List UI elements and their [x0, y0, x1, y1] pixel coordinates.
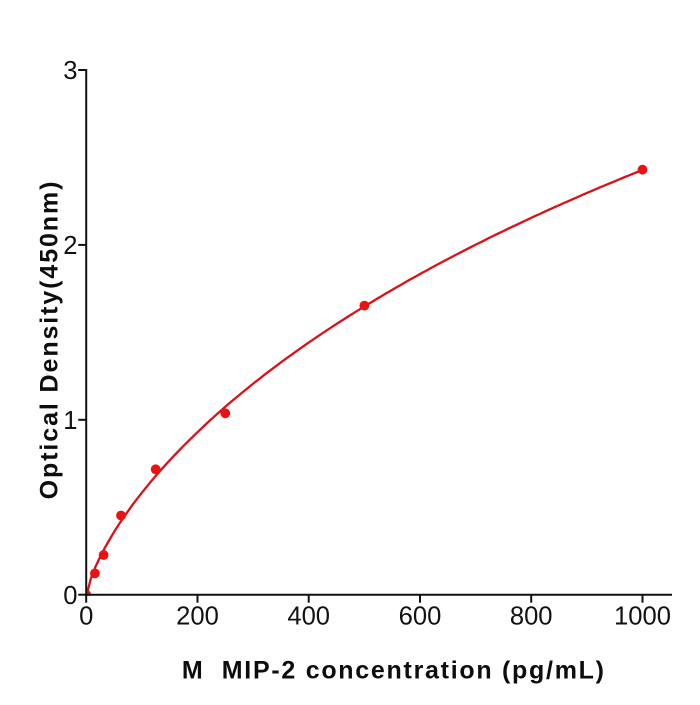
svg-text:1: 1: [63, 407, 77, 435]
svg-text:800: 800: [510, 603, 553, 631]
svg-text:200: 200: [176, 603, 219, 631]
svg-text:2: 2: [63, 232, 77, 260]
svg-text:1000: 1000: [614, 603, 671, 631]
svg-text:0: 0: [63, 582, 77, 610]
svg-text:M MIP-2 concentration (pg/mL): M MIP-2 concentration (pg/mL): [182, 657, 606, 685]
svg-text:3: 3: [63, 57, 77, 85]
svg-text:400: 400: [287, 603, 330, 631]
svg-text:Optical Density(450nm): Optical Density(450nm): [36, 180, 64, 500]
svg-text:0: 0: [79, 603, 93, 631]
svg-text:600: 600: [399, 603, 442, 631]
